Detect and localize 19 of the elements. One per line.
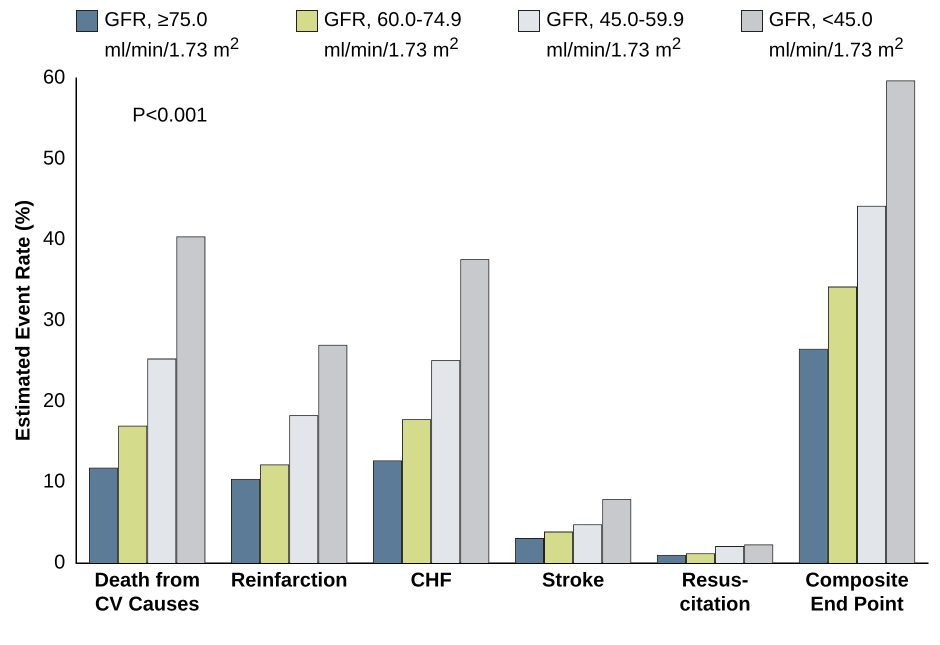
y-tick-label: 20 [42,390,66,412]
x-tick-label: Reinfarction [230,569,348,592]
y-tick-label: 60 [42,66,66,88]
y-tick-label: 40 [42,228,66,250]
y-tick-label: 10 [42,470,66,492]
x-tick-label: Composite End Point [805,569,909,616]
y-tick-label: 30 [42,308,66,331]
annotation: P<0.001 [132,104,208,126]
x-tick-label: Resus- citation [680,569,751,616]
y-tick-label: 0 [54,551,66,574]
x-tick-label: Death from CV Causes [94,569,200,616]
legend-label: GFR, <45.0 ml/min/1.73 m$^{2}$ [768,8,904,63]
legend-label: GFR, 60.0-74.9 ml/min/1.73 m$^{2}$ [324,8,462,63]
y-axis-title: Estimated Event Rate (%) [12,200,35,441]
legend-label: GFR, ≥75.0 ml/min/1.73 m$^{2}$ [104,8,240,63]
x-tick-label: CHF [410,569,452,592]
legend-label: GFR, 45.0-59.9 ml/min/1.73 m$^{2}$ [546,8,684,63]
x-tick-label: Stroke [542,569,604,592]
y-tick-label: 50 [42,147,66,170]
